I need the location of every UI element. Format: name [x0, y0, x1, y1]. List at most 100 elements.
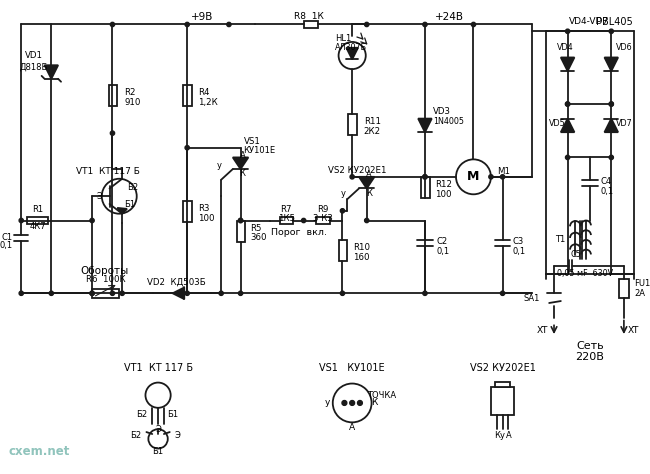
Text: SA1: SA1: [523, 293, 540, 302]
Text: А: А: [240, 151, 246, 160]
Text: 100: 100: [435, 190, 451, 199]
Circle shape: [111, 291, 114, 295]
Circle shape: [341, 291, 344, 295]
Text: 1,2К: 1,2К: [198, 98, 218, 107]
Bar: [27, 217, 48, 224]
Circle shape: [471, 22, 476, 27]
Text: К: К: [494, 431, 500, 440]
Circle shape: [422, 175, 427, 179]
Text: VD4-VD7: VD4-VD7: [569, 17, 608, 26]
Circle shape: [111, 131, 114, 135]
Text: VT1  КТ 117 Б: VT1 КТ 117 Б: [124, 363, 192, 373]
Circle shape: [500, 175, 504, 179]
Circle shape: [90, 291, 94, 295]
Polygon shape: [604, 118, 618, 132]
Circle shape: [500, 291, 504, 295]
Text: 3 К3: 3 К3: [313, 214, 333, 223]
Text: VS2 КУ202Е1: VS2 КУ202Е1: [328, 165, 386, 174]
Text: VS1   КУ101Е: VS1 КУ101Е: [319, 363, 385, 373]
Text: R5: R5: [250, 224, 262, 233]
Text: PBL405: PBL405: [596, 17, 632, 27]
Text: АЛ307Б: АЛ307Б: [335, 43, 367, 52]
Circle shape: [422, 291, 427, 295]
Circle shape: [350, 401, 355, 405]
Text: R8  1К: R8 1К: [294, 12, 324, 21]
Text: у: у: [216, 161, 222, 170]
Circle shape: [185, 291, 189, 295]
Text: Порог  вкл.: Порог вкл.: [271, 228, 327, 237]
Text: XT: XT: [537, 326, 548, 335]
Circle shape: [609, 102, 614, 106]
Text: +24В: +24В: [435, 12, 463, 22]
Circle shape: [111, 22, 114, 27]
Text: VD4: VD4: [557, 43, 573, 52]
Circle shape: [341, 209, 344, 213]
Bar: [280, 217, 293, 224]
Bar: [348, 114, 357, 135]
Text: 0,05 мF  630V: 0,05 мF 630V: [557, 269, 613, 278]
Text: 910: 910: [124, 98, 140, 107]
Text: R2: R2: [124, 88, 136, 97]
Text: 1К5: 1К5: [278, 214, 294, 223]
Text: Б2: Б2: [127, 183, 138, 192]
Text: R4: R4: [198, 88, 209, 97]
Polygon shape: [418, 118, 432, 132]
Text: R11: R11: [364, 117, 381, 126]
Circle shape: [422, 175, 427, 179]
Polygon shape: [117, 208, 127, 214]
Text: C1: C1: [1, 233, 12, 241]
Text: А: А: [366, 170, 372, 179]
Text: VD6: VD6: [616, 43, 632, 52]
Circle shape: [19, 291, 23, 295]
Text: 1N4005: 1N4005: [433, 117, 463, 126]
Text: 100: 100: [198, 214, 214, 223]
Text: 360: 360: [250, 234, 266, 243]
Polygon shape: [561, 57, 575, 71]
Text: C4: C4: [601, 177, 612, 186]
Text: 2К2: 2К2: [364, 127, 381, 136]
Text: C2: C2: [437, 237, 448, 246]
Text: ТОЧКА: ТОЧКА: [367, 391, 396, 400]
Text: К: К: [366, 189, 372, 198]
Circle shape: [219, 291, 224, 295]
Text: VD3: VD3: [433, 107, 450, 116]
Text: 0,1: 0,1: [437, 247, 450, 256]
Bar: [109, 85, 117, 106]
Text: Обороты: Обороты: [81, 266, 129, 276]
Text: Э: Э: [175, 431, 181, 440]
Circle shape: [239, 219, 242, 223]
Circle shape: [566, 29, 570, 33]
Text: T1: T1: [555, 236, 566, 245]
Bar: [339, 240, 347, 261]
Circle shape: [422, 22, 427, 27]
Circle shape: [302, 219, 306, 223]
Circle shape: [566, 102, 570, 106]
Text: М1: М1: [497, 167, 510, 176]
Circle shape: [609, 155, 614, 160]
Text: 0,1: 0,1: [0, 241, 12, 250]
Text: R6  100К: R6 100К: [86, 275, 125, 284]
Text: C3: C3: [512, 237, 523, 246]
Text: FU1
2А: FU1 2А: [634, 279, 650, 298]
Text: R10: R10: [353, 243, 370, 252]
Text: R12: R12: [435, 180, 452, 189]
Circle shape: [90, 219, 94, 223]
Bar: [421, 177, 430, 198]
Circle shape: [365, 22, 369, 27]
Text: VD2  КД503Б: VD2 КД503Б: [147, 278, 206, 287]
Circle shape: [239, 291, 242, 295]
Text: +9В: +9В: [190, 12, 213, 22]
Text: К: К: [239, 169, 246, 178]
Text: Д818Б: Д818Б: [20, 63, 48, 72]
Polygon shape: [346, 48, 358, 59]
Bar: [491, 387, 514, 415]
Circle shape: [566, 155, 570, 160]
Circle shape: [365, 219, 369, 223]
Circle shape: [19, 219, 23, 223]
Text: А: А: [506, 431, 512, 440]
Text: C5: C5: [571, 250, 581, 259]
Bar: [183, 201, 192, 222]
Circle shape: [358, 401, 362, 405]
Circle shape: [239, 219, 242, 223]
Text: Б1: Б1: [124, 200, 135, 209]
